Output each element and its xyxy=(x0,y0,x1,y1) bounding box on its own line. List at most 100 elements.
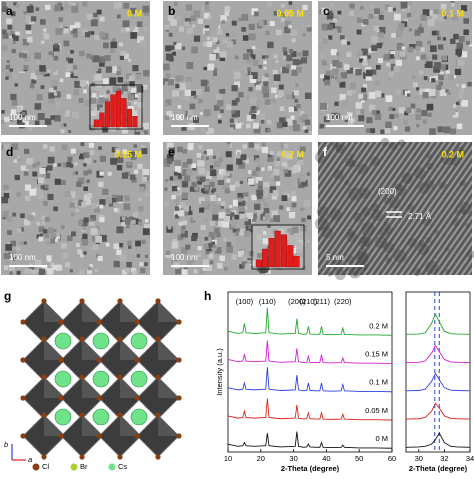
nanocrystal xyxy=(1,110,5,114)
nanocrystal xyxy=(70,213,74,217)
nanocrystal xyxy=(190,15,197,21)
nanocrystal xyxy=(201,188,206,193)
nanocrystal xyxy=(420,47,425,52)
scale-bar-label: 100 nm xyxy=(9,113,36,122)
nanocrystal xyxy=(12,205,17,210)
nanocrystal xyxy=(395,59,403,67)
cs-atom xyxy=(130,370,148,388)
nanocrystal xyxy=(407,93,411,97)
nanocrystal xyxy=(129,81,135,87)
nanocrystal xyxy=(13,2,17,6)
cl-atom xyxy=(58,319,64,325)
noise xyxy=(378,227,389,238)
nanocrystal xyxy=(433,65,441,73)
noise xyxy=(421,215,433,226)
nanocrystal xyxy=(256,209,263,216)
nanocrystal xyxy=(106,90,110,94)
nanocrystal xyxy=(197,253,201,258)
nanocrystal xyxy=(128,18,132,22)
nanocrystal xyxy=(326,12,334,20)
nanocrystal xyxy=(207,200,215,208)
nanocrystal xyxy=(134,93,139,98)
nanocrystal xyxy=(51,80,58,87)
nanocrystal xyxy=(5,260,11,265)
nanocrystal xyxy=(83,217,89,223)
nanocrystal xyxy=(144,130,148,135)
nanocrystal xyxy=(138,221,143,226)
nanocrystal xyxy=(23,241,27,245)
nanocrystal xyxy=(74,162,78,166)
nanocrystal xyxy=(233,72,241,79)
octahedron-face xyxy=(120,339,141,360)
nanocrystal xyxy=(32,163,37,168)
cs-atom xyxy=(92,370,110,388)
nanocrystal xyxy=(346,112,351,116)
nanocrystal xyxy=(253,170,260,177)
nanocrystal xyxy=(293,90,299,96)
nanocrystal xyxy=(36,234,41,239)
nanocrystal xyxy=(227,144,231,148)
nanocrystal xyxy=(262,192,268,197)
nanocrystal xyxy=(248,178,255,185)
peak-label: (220) xyxy=(334,297,352,306)
nanocrystal xyxy=(180,258,185,262)
nanocrystal xyxy=(201,201,208,208)
nanocrystal xyxy=(258,64,263,69)
nanocrystal xyxy=(89,150,95,155)
noise xyxy=(370,203,380,213)
nanocrystal xyxy=(93,65,99,72)
nanocrystal xyxy=(206,245,213,252)
nanocrystal xyxy=(288,1,293,5)
nanocrystal xyxy=(25,24,32,31)
nanocrystal xyxy=(304,119,311,125)
nanocrystal xyxy=(83,251,87,255)
noise xyxy=(355,251,369,265)
nanocrystal xyxy=(293,124,300,132)
noise xyxy=(346,255,355,265)
nanocrystal xyxy=(219,55,226,62)
nanocrystal xyxy=(301,113,309,121)
nanocrystal xyxy=(213,72,218,77)
nanocrystal xyxy=(47,156,55,164)
nanocrystal xyxy=(241,26,247,32)
nanocrystal xyxy=(191,24,196,28)
nanocrystal xyxy=(326,70,332,76)
nanocrystal xyxy=(331,68,339,76)
nanocrystal xyxy=(174,165,181,172)
nanocrystal xyxy=(135,8,142,15)
nanocrystal xyxy=(282,66,289,74)
nanocrystal xyxy=(90,56,94,60)
nanocrystal xyxy=(141,148,148,155)
nanocrystal xyxy=(297,159,304,166)
nanocrystal xyxy=(165,53,173,61)
nanocrystal xyxy=(172,239,178,245)
nanocrystal xyxy=(418,27,424,33)
nanocrystal xyxy=(184,18,191,24)
nanocrystal xyxy=(259,82,267,90)
nanocrystal xyxy=(280,156,288,163)
nanocrystal xyxy=(81,219,88,227)
nanocrystal xyxy=(81,201,87,208)
nanocrystal xyxy=(378,26,386,34)
nanocrystal xyxy=(121,172,129,179)
nanocrystal xyxy=(324,6,332,13)
nanocrystal xyxy=(252,122,259,129)
nanocrystal xyxy=(48,92,55,99)
noise xyxy=(445,269,450,274)
nanocrystal xyxy=(55,235,60,240)
nanocrystal xyxy=(210,220,216,227)
nanocrystal xyxy=(105,242,110,247)
cl-atom xyxy=(58,395,64,401)
nanocrystal xyxy=(292,226,299,233)
nanocrystal xyxy=(116,226,124,234)
nanocrystal xyxy=(415,19,420,24)
nanocrystal xyxy=(174,253,179,258)
noise xyxy=(370,156,381,167)
nanocrystal xyxy=(121,186,127,192)
nanocrystal xyxy=(334,26,342,33)
nanocrystal xyxy=(83,186,88,192)
nanocrystal xyxy=(241,65,248,71)
nanocrystal xyxy=(166,142,174,150)
nanocrystal xyxy=(89,221,95,226)
nanocrystal xyxy=(65,57,70,62)
